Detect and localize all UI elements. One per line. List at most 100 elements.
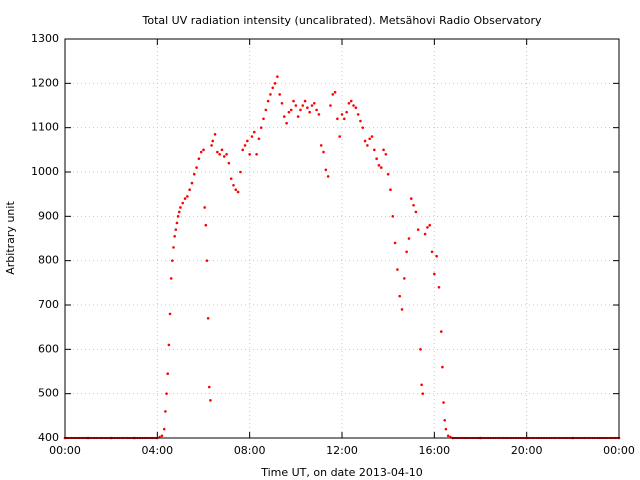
data-point [266,99,270,103]
data-point [391,215,395,218]
data-point [273,82,277,85]
data-point [382,148,385,152]
data-point [179,206,182,209]
y-tick-label: 1300 [31,32,59,45]
data-point [171,259,174,262]
data-point [310,104,314,107]
data-point [248,152,251,156]
data-point [195,166,198,169]
data-point [409,197,413,200]
data-point [241,148,245,152]
y-axis-label: Arbitrary unit [4,201,17,275]
data-point [435,254,438,258]
data-point [289,108,293,112]
data-point [405,250,408,254]
data-point [308,110,311,114]
data-point [441,365,444,369]
axis-ticks: 400 500 600 700 800 900 1000 1100 1200 1300 00:00 0… [31,32,635,457]
data-point [331,93,335,96]
data-point-interp [449,435,452,438]
data-point [172,246,175,249]
y-tick-label: 1200 [31,76,59,89]
data-point [282,115,286,118]
x-tick-label: 16:00 [418,444,450,457]
y-tick-label: 900 [38,209,59,222]
data-point [306,106,309,110]
x-tick-label: 00:00 [49,444,81,457]
y-tick-label: 400 [38,431,59,444]
data-point [322,150,325,154]
data-point [294,104,298,107]
data-point [206,317,210,320]
data-point [162,427,166,431]
data-point [373,148,376,152]
data-point [183,197,187,200]
data-point [255,152,258,156]
data-point [384,152,388,156]
data-point [336,117,339,121]
data-point [349,99,353,103]
data-point [234,188,238,192]
data-point [280,101,284,105]
data-point [236,190,240,194]
data-point [414,210,418,214]
data-point [403,277,406,280]
data-point [396,268,399,271]
data-point [225,152,228,156]
data-point [218,152,221,156]
data-point [259,126,263,129]
data-point [347,101,351,105]
data-point [296,115,300,118]
data-point [407,237,411,240]
data-point [299,108,302,112]
data-point [164,410,167,413]
y-tick-label: 700 [38,298,59,311]
data-point [203,206,206,209]
data-point [326,175,330,178]
data-point [315,108,318,112]
data-point [303,99,307,103]
data-point [389,188,392,192]
data-point [352,104,355,107]
data-point [428,223,432,227]
data-point [426,226,429,229]
data-point [173,234,176,238]
x-axis-label: Time UT, on date 2013-04-10 [260,466,423,479]
y-tick-label: 800 [38,254,59,267]
data-point [222,155,226,158]
data-point [250,135,254,138]
data-point [421,392,425,395]
data-point [205,259,209,262]
data-point [188,188,191,192]
chart-title: Total UV radiation intensity (uncalibrat… [142,14,542,27]
data-point [204,223,208,227]
x-tick-label: 04:00 [141,444,173,457]
data-point [340,113,344,116]
data-point [444,427,448,431]
data-point [363,139,367,143]
data-point [301,104,305,107]
data-point [252,130,256,134]
data-point [354,106,358,110]
data-point [168,312,172,316]
data-point [220,148,224,152]
data-point [213,133,217,136]
data-point [257,137,261,141]
data-point [227,161,231,165]
data-point [165,392,168,395]
data-point [329,104,332,107]
data-point [292,99,295,103]
data-point [420,383,423,387]
data-point [192,172,196,176]
data-point [345,110,348,114]
grid-lines [65,39,619,438]
data-point [400,308,404,311]
y-tick-label: 1100 [31,121,59,134]
plot-frame [64,38,620,439]
data-point [177,210,181,214]
data-point [210,144,213,147]
x-tick-label: 20:00 [511,444,543,457]
y-tick-label: 600 [38,342,59,355]
data-point [181,201,185,205]
